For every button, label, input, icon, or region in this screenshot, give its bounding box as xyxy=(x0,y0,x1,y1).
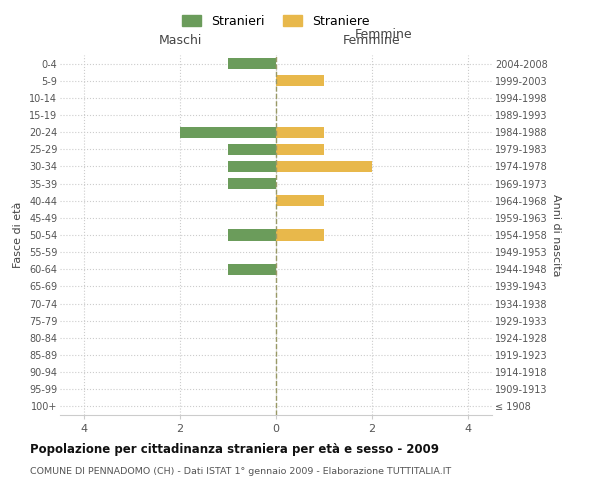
Bar xyxy=(276,161,372,172)
Text: COMUNE DI PENNADOMO (CH) - Dati ISTAT 1° gennaio 2009 - Elaborazione TUTTITALIA.: COMUNE DI PENNADOMO (CH) - Dati ISTAT 1°… xyxy=(30,468,451,476)
Bar xyxy=(276,75,324,86)
Legend: Stranieri, Straniere: Stranieri, Straniere xyxy=(179,11,373,32)
Y-axis label: Anni di nascita: Anni di nascita xyxy=(551,194,562,276)
Bar xyxy=(228,144,276,155)
Y-axis label: Fasce di età: Fasce di età xyxy=(13,202,23,268)
Bar xyxy=(276,195,324,206)
Bar xyxy=(228,230,276,240)
Bar xyxy=(180,126,276,138)
Bar xyxy=(228,178,276,189)
Text: Femmine: Femmine xyxy=(355,28,413,40)
Bar xyxy=(228,58,276,69)
Text: Popolazione per cittadinanza straniera per età e sesso - 2009: Popolazione per cittadinanza straniera p… xyxy=(30,442,439,456)
Bar xyxy=(228,161,276,172)
Bar xyxy=(228,264,276,275)
Bar xyxy=(276,144,324,155)
Text: Femmine: Femmine xyxy=(343,34,401,48)
Text: Maschi: Maschi xyxy=(158,34,202,48)
Bar xyxy=(276,126,324,138)
Bar xyxy=(276,230,324,240)
